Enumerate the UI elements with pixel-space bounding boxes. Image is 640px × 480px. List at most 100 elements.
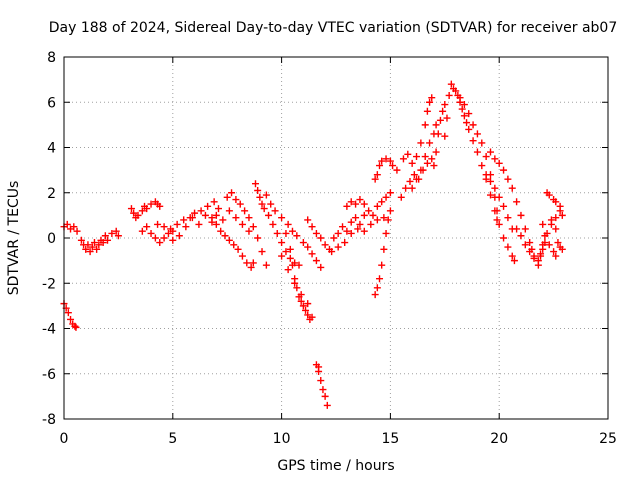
- data-point: [251, 180, 259, 188]
- data-point: [169, 236, 177, 244]
- data-point: [232, 214, 240, 222]
- data-point: [441, 132, 449, 140]
- data-point: [541, 232, 549, 240]
- data-point: [293, 284, 301, 292]
- data-point: [552, 198, 560, 206]
- data-point: [356, 196, 364, 204]
- data-point: [402, 184, 410, 192]
- data-point: [504, 214, 512, 222]
- data-point: [473, 148, 481, 156]
- data-point: [493, 216, 501, 224]
- data-point: [278, 214, 286, 222]
- data-point: [134, 211, 142, 219]
- data-point: [408, 184, 416, 192]
- data-point: [352, 214, 360, 222]
- y-tick-label: 0: [47, 231, 56, 247]
- data-point: [221, 232, 229, 240]
- plot-frame: [63, 56, 609, 420]
- chart-title: Day 188 of 2024, Sidereal Day-to-day VTE…: [49, 20, 618, 36]
- data-point: [247, 263, 255, 271]
- data-point: [321, 241, 329, 249]
- data-point: [328, 248, 336, 256]
- y-tick-label: 8: [47, 50, 56, 66]
- data-point: [504, 175, 512, 183]
- data-point: [228, 189, 236, 197]
- data-point: [308, 223, 316, 231]
- data-point: [380, 214, 388, 222]
- x-tick-label: 15: [381, 431, 399, 447]
- data-point: [417, 166, 425, 174]
- data-point: [299, 239, 307, 247]
- data-point: [321, 392, 329, 400]
- data-point: [465, 110, 473, 118]
- data-point: [282, 229, 290, 237]
- data-point: [245, 227, 253, 235]
- y-tick-label: 2: [47, 186, 56, 202]
- data-point: [373, 202, 381, 210]
- data-point: [408, 159, 416, 167]
- x-axis-label: GPS time / hours: [277, 458, 394, 474]
- data-point: [143, 223, 151, 231]
- data-point: [510, 257, 518, 265]
- data-point: [191, 209, 199, 217]
- data-point: [243, 259, 251, 267]
- data-point: [330, 234, 338, 242]
- data-point: [339, 223, 347, 231]
- data-point: [556, 202, 564, 210]
- x-axis-ticks: 0 5 10 15 20 25: [60, 57, 617, 447]
- data-point: [63, 220, 71, 228]
- y-tick-label: -6: [42, 367, 56, 383]
- data-point: [214, 205, 222, 213]
- data-point: [160, 223, 168, 231]
- data-point: [245, 214, 253, 222]
- data-point: [317, 234, 325, 242]
- data-point: [286, 254, 294, 262]
- data-point: [278, 239, 286, 247]
- data-point: [317, 263, 325, 271]
- data-point: [469, 137, 477, 145]
- data-point: [367, 220, 375, 228]
- data-point: [513, 198, 521, 206]
- data-point: [147, 229, 155, 237]
- data-point: [428, 155, 436, 163]
- data-point: [108, 229, 116, 237]
- data-point: [386, 189, 394, 197]
- data-point: [334, 229, 342, 237]
- y-axis-ticks: -8 -6 -4 -2 0 2 4 6 8: [42, 50, 608, 428]
- data-point: [232, 196, 240, 204]
- data-point: [469, 121, 477, 129]
- data-point: [384, 216, 392, 224]
- data-point: [236, 200, 244, 208]
- data-point: [210, 198, 218, 206]
- data-point: [423, 107, 431, 115]
- data-point: [295, 261, 303, 269]
- data-point: [539, 220, 547, 228]
- data-point: [486, 191, 494, 199]
- x-tick-label: 10: [273, 431, 291, 447]
- data-point: [436, 116, 444, 124]
- data-point: [373, 216, 381, 224]
- data-point: [382, 155, 390, 163]
- data-point: [260, 205, 268, 213]
- data-point: [443, 114, 451, 122]
- data-point: [130, 209, 138, 217]
- data-point: [478, 162, 486, 170]
- x-tick-label: 25: [599, 431, 617, 447]
- data-point: [434, 130, 442, 138]
- data-point: [315, 363, 323, 371]
- data-point: [423, 159, 431, 167]
- data-point: [508, 184, 516, 192]
- data-point: [223, 193, 231, 201]
- data-point: [371, 291, 379, 299]
- data-point: [304, 300, 312, 308]
- data-point: [393, 166, 401, 174]
- data-point: [72, 323, 80, 331]
- data-point: [558, 211, 566, 219]
- data-point: [169, 227, 177, 235]
- data-point: [212, 211, 220, 219]
- data-point: [500, 234, 508, 242]
- data-point: [426, 139, 434, 147]
- data-point: [432, 148, 440, 156]
- data-point: [77, 236, 85, 244]
